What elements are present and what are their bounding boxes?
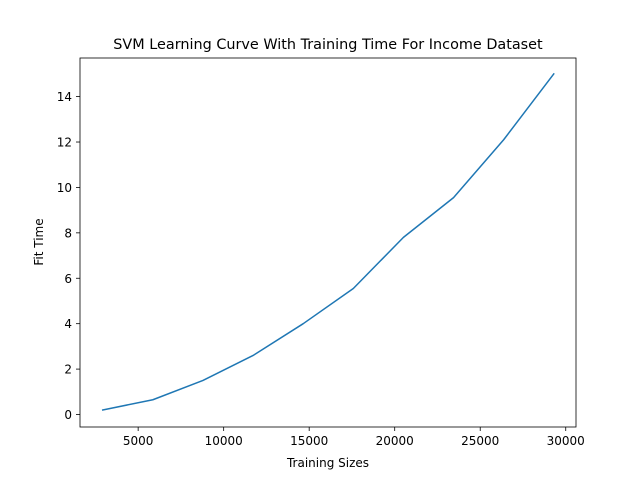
x-axis-ticks: 5000 10000 15000 20000 25000 30000: [123, 427, 585, 448]
y-axis-ticks: 0 2 4 6 8 10 12 14: [57, 90, 80, 422]
x-tick-label: 20000: [376, 434, 414, 448]
plot-frame: [79, 57, 577, 428]
y-tick-label: 10: [57, 181, 72, 195]
series-line-0: [101, 72, 555, 411]
x-tick-label: 5000: [123, 434, 154, 448]
plot-area: [80, 58, 576, 427]
x-axis-label: Training Sizes: [286, 456, 369, 470]
chart-title: SVM Learning Curve With Training Time Fo…: [113, 37, 543, 53]
x-tick-label: 15000: [290, 434, 328, 448]
y-tick-label: 6: [64, 272, 72, 286]
y-tick-label: 12: [57, 136, 72, 150]
y-tick-label: 14: [57, 90, 72, 104]
y-axis-label: Fit Time: [32, 218, 46, 265]
x-tick-label: 25000: [461, 434, 499, 448]
y-tick-label: 0: [64, 408, 72, 422]
series-layer: [101, 72, 555, 411]
y-tick-label: 8: [64, 226, 72, 240]
x-tick-label: 10000: [205, 434, 243, 448]
y-tick-label: 2: [64, 363, 72, 377]
y-tick-label: 4: [64, 317, 72, 331]
x-tick-label: 30000: [547, 434, 585, 448]
